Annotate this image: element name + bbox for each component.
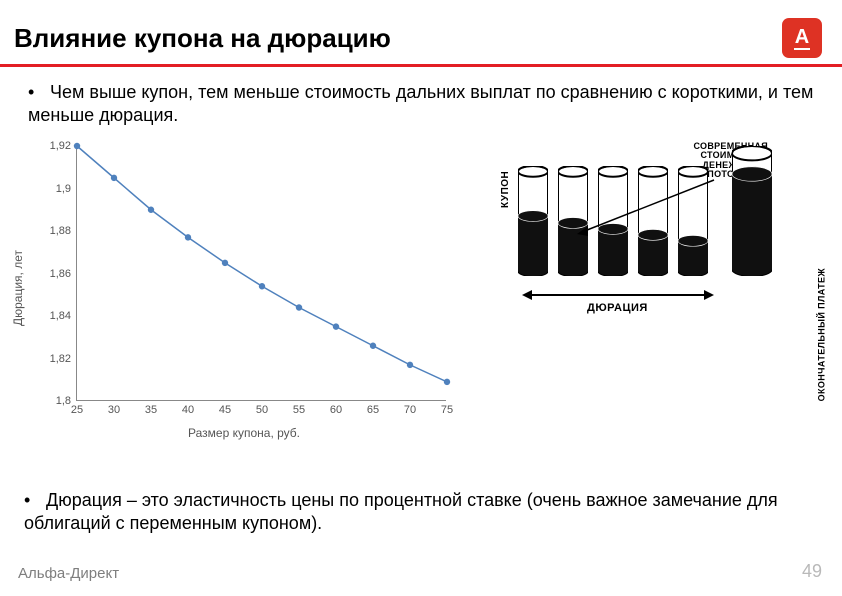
bullet-2-text: Дюрация – это эластичность цены по проце… xyxy=(24,490,778,533)
chart-xtick: 65 xyxy=(367,400,379,416)
logo-underline xyxy=(794,48,810,50)
chart-marker xyxy=(444,379,450,385)
chart-line xyxy=(77,146,447,382)
logo-letter: A xyxy=(795,27,809,47)
slide-title: Влияние купона на дюрацию xyxy=(14,23,782,54)
chart-xtick: 50 xyxy=(256,400,268,416)
chart-ytick: 1,9 xyxy=(56,183,77,195)
chart-xtick: 75 xyxy=(441,400,453,416)
footer-company: Альфа-Директ xyxy=(18,565,119,582)
chart-xtick: 55 xyxy=(293,400,305,416)
chart-marker xyxy=(407,362,413,368)
chart-svg xyxy=(77,146,447,401)
cashflow-diagram: КУПОН СОВРЕМЕННАЯ СТОИМОСТЬ ДЕНЕЖНЫХ ПОТ… xyxy=(482,138,812,338)
chart-xtick: 35 xyxy=(145,400,157,416)
chart-xtick: 70 xyxy=(404,400,416,416)
chart-ytick: 1,92 xyxy=(50,140,77,152)
chart-marker xyxy=(148,207,154,213)
chart-marker xyxy=(222,260,228,266)
page-number: 49 xyxy=(802,561,822,582)
chart-ylabel: Дюрация, лет xyxy=(11,250,25,326)
chart-marker xyxy=(185,234,191,240)
bullet-1-text: Чем выше купон, тем меньше стоимость дал… xyxy=(28,82,813,125)
chart-xtick: 30 xyxy=(108,400,120,416)
chart-marker xyxy=(111,175,117,181)
chart-xtick: 40 xyxy=(182,400,194,416)
chart-xtick: 60 xyxy=(330,400,342,416)
slide-header: Влияние купона на дюрацию A xyxy=(0,0,842,64)
figure-row: Дюрация, лет 1,81,821,841,861,881,91,922… xyxy=(24,138,818,438)
chart-xtick: 25 xyxy=(71,400,83,416)
chart-marker xyxy=(259,283,265,289)
chart-marker xyxy=(370,343,376,349)
chart-ytick: 1,88 xyxy=(50,225,77,237)
bullet-2: •Дюрация – это эластичность цены по проц… xyxy=(24,489,818,534)
chart-xtick: 45 xyxy=(219,400,231,416)
slide-content: •Чем выше купон, тем меньше стоимость да… xyxy=(0,67,842,438)
chart-ytick: 1,86 xyxy=(50,268,77,280)
bullet-1: •Чем выше купон, тем меньше стоимость да… xyxy=(24,81,818,126)
chart-ytick: 1,84 xyxy=(50,310,77,322)
chart-xlabel: Размер купона, руб. xyxy=(188,426,300,440)
flow-pointer-arrow xyxy=(482,138,812,338)
chart-plot-area: 1,81,821,841,861,881,91,9225303540455055… xyxy=(76,146,446,401)
diagram-final-label: ОКОНЧАТЕЛЬНЫЙ ПЛАТЕЖ xyxy=(816,268,826,401)
chart-marker xyxy=(333,323,339,329)
chart-ytick: 1,82 xyxy=(50,353,77,365)
alpha-logo-icon: A xyxy=(782,18,822,58)
chart-marker xyxy=(296,304,302,310)
duration-chart: Дюрация, лет 1,81,821,841,861,881,91,922… xyxy=(24,138,464,438)
